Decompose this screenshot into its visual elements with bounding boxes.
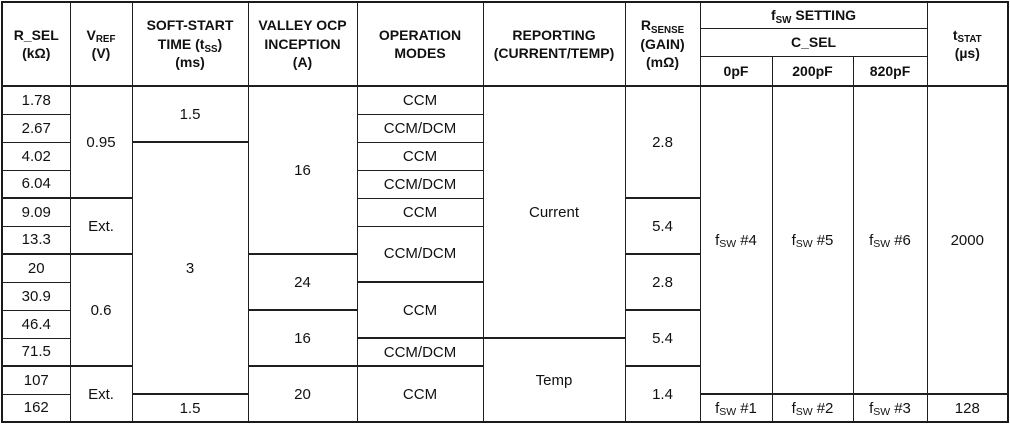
cell-fsw-820pf: fSW #3 — [852, 393, 928, 423]
header-r-sel-title: R_SEL — [13, 26, 59, 43]
cell-r-sel: 13.3 — [1, 225, 71, 255]
cell-soft-start: 1.5 — [131, 393, 249, 423]
header-r-sense-line2: (GAIN) — [640, 35, 685, 52]
header-soft-start-line2: TIME (tSS) — [157, 35, 223, 55]
cell-valley-ocp: 24 — [247, 253, 358, 311]
cell-reporting: Temp — [482, 337, 626, 423]
header-soft-start: SOFT-START TIME (tSS) (ms) — [131, 1, 249, 87]
table-row: 71.5 CCM/DCM Temp — [1, 337, 1008, 423]
cell-v-ref: Ext. — [69, 365, 133, 423]
cell-r-sel: 30.9 — [1, 281, 71, 311]
cell-soft-start: 3 — [131, 141, 249, 395]
cell-operation-mode: CCM — [356, 281, 484, 339]
cell-fsw-0pf: fSW #4 — [699, 85, 773, 395]
cell-operation-mode: CCM/DCM — [356, 169, 484, 199]
header-reporting: REPORTING (CURRENT/TEMP) — [482, 1, 626, 87]
cell-r-sel: 46.4 — [1, 309, 71, 339]
cell-v-ref: 0.6 — [69, 253, 133, 367]
cell-fsw-0pf: fSW #1 — [699, 393, 773, 423]
header-r-sense-title: RSENSE — [640, 17, 685, 37]
cell-operation-mode: CCM/DCM — [356, 225, 484, 283]
table-row: 1.78 0.95 1.5 16 CCM Current 2.8 fSW #4 f… — [1, 85, 1009, 395]
cell-r-sense: 5.4 — [624, 197, 701, 255]
header-c-sel-0pf: 0pF — [699, 55, 773, 87]
table-row: 107 Ext. 20 CCM 1.4 — [1, 365, 1008, 423]
cell-r-sel: 9.09 — [1, 197, 71, 227]
cell-t-stat: 128 — [926, 393, 1009, 423]
cell-r-sel: 1.78 — [1, 85, 71, 115]
cell-fsw-200pf: fSW #5 — [771, 85, 854, 395]
table-row: 30.9 CCM — [1, 281, 1008, 339]
header-valley-ocp: VALLEY OCP INCEPTION (A) — [247, 1, 358, 87]
table-row: 6.04 CCM/DCM — [1, 169, 1008, 199]
cell-valley-ocp: 20 — [247, 365, 358, 423]
cell-valley-ocp: 16 — [247, 85, 358, 255]
header-t-stat: tSTAT (µs) — [926, 1, 1009, 87]
cell-r-sel: 2.67 — [1, 113, 71, 143]
header-t-stat-unit: (µs) — [954, 45, 980, 61]
cell-r-sel: 71.5 — [1, 337, 71, 367]
header-operation-modes: OPERATION MODES — [356, 1, 484, 87]
cell-valley-ocp: 16 — [247, 309, 358, 367]
cell-operation-mode: CCM — [356, 85, 484, 115]
header-v-ref-unit: (V) — [91, 45, 111, 61]
cell-r-sel: 6.04 — [1, 169, 71, 199]
header-r-sense: RSENSE (GAIN) (mΩ) — [624, 1, 701, 87]
cell-operation-mode: CCM — [356, 197, 484, 227]
header-soft-start-unit: (ms) — [175, 54, 205, 71]
cell-r-sense: 5.4 — [624, 309, 701, 367]
header-reporting-line2: (CURRENT/TEMP) — [493, 45, 615, 61]
header-valley-ocp-line1: VALLEY OCP — [258, 17, 347, 34]
table-row: 13.3 CCM/DCM — [1, 225, 1008, 283]
cell-v-ref: Ext. — [69, 197, 133, 255]
header-c-sel-200pf: 200pF — [771, 55, 854, 87]
cell-fsw-200pf: fSW #2 — [771, 393, 854, 423]
config-table: R_SEL (kΩ) VREF (V) SOFT-START TIME (tSS… — [1, 1, 1010, 423]
cell-r-sel: 4.02 — [1, 141, 71, 171]
cell-r-sense: 2.8 — [624, 253, 701, 311]
table-row: 2.67 CCM/DCM — [1, 113, 1008, 143]
cell-operation-mode: CCM/DCM — [356, 337, 484, 367]
cell-v-ref: 0.95 — [69, 85, 133, 199]
header-fsw-setting: fSW SETTING — [699, 1, 928, 29]
header-operation-line1: OPERATION — [378, 26, 462, 43]
header-t-stat-title: tSTAT — [952, 26, 982, 46]
cell-r-sel: 20 — [1, 253, 71, 283]
header-operation-line2: MODES — [394, 45, 446, 61]
cell-soft-start: 1.5 — [131, 85, 249, 143]
table-row: 9.09 Ext. CCM 5.4 — [1, 197, 1008, 255]
header-valley-ocp-unit: (A) — [292, 54, 313, 71]
header-v-ref: VREF (V) — [69, 1, 133, 87]
header-c-sel: C_SEL — [699, 27, 928, 57]
table-row: 4.02 3 CCM — [1, 141, 1008, 395]
cell-operation-mode: CCM/DCM — [356, 113, 484, 143]
cell-t-stat: 2000 — [926, 85, 1009, 395]
cell-r-sel: 162 — [1, 393, 71, 423]
cell-reporting: Current — [482, 85, 626, 339]
cell-r-sense: 2.8 — [624, 85, 701, 199]
cell-r-sel: 107 — [1, 365, 71, 395]
cell-fsw-820pf: fSW #6 — [852, 85, 928, 395]
header-r-sel: R_SEL (kΩ) — [1, 1, 71, 87]
table-body: 1.78 0.95 1.5 16 CCM Current 2.8 fSW #4 f… — [1, 85, 1009, 423]
header-reporting-line1: REPORTING — [512, 26, 596, 43]
header-v-ref-title: VREF — [86, 26, 116, 46]
header-r-sel-unit: (kΩ) — [22, 45, 51, 61]
cell-r-sense: 1.4 — [624, 365, 701, 423]
cell-operation-mode: CCM — [356, 365, 484, 423]
header-r-sense-unit: (mΩ) — [646, 54, 679, 71]
header-c-sel-820pf: 820pF — [852, 55, 928, 87]
header-valley-ocp-line2: INCEPTION — [264, 35, 341, 52]
table-row: 162 1.5 fSW #1 fSW #2 fSW #3 128 — [1, 393, 1009, 423]
cell-operation-mode: CCM — [356, 141, 484, 171]
header-soft-start-line1: SOFT-START — [146, 17, 234, 34]
table-header: R_SEL (kΩ) VREF (V) SOFT-START TIME (tSS… — [1, 1, 1009, 87]
